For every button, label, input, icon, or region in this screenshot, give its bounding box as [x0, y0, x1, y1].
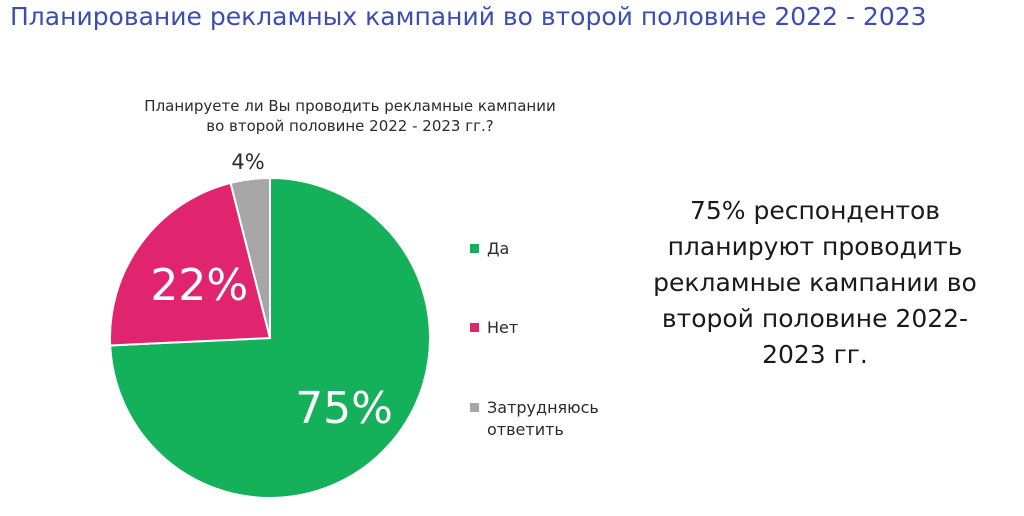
- legend-swatch-unsure: [470, 403, 479, 412]
- legend-label-yes: Да: [487, 239, 510, 258]
- pie-slice-no: [109, 181, 272, 347]
- legend-item-unsure: Затрудняюсь ответить: [470, 397, 627, 441]
- chart-title: Планируете ли Вы проводить рекламные кам…: [144, 97, 556, 135]
- legend-label-no: Нет: [487, 318, 519, 337]
- legend-label-unsure: Затрудняюсь ответить: [487, 398, 599, 439]
- pie-label-unsure: 4%: [231, 150, 264, 174]
- pie-label-no: 22%: [150, 260, 248, 311]
- summary-text: 75% респондентов планируют проводить рек…: [653, 196, 977, 369]
- legend-item-no: Нет: [470, 317, 627, 339]
- pie-slice-unsure: [229, 176, 271, 339]
- legend-item-yes: Да: [470, 238, 627, 260]
- legend-swatch-no: [470, 323, 479, 332]
- legend-swatch-yes: [470, 244, 479, 253]
- pie-label-yes: 75%: [295, 383, 393, 434]
- page-title: Планирование рекламных кампаний во второ…: [10, 2, 927, 31]
